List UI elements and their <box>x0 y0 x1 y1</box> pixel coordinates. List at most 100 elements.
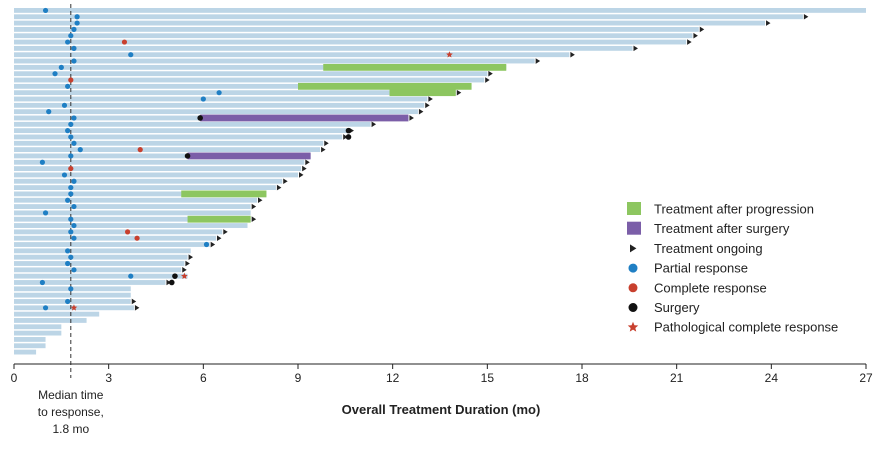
patient-bar <box>14 343 46 349</box>
legend-label: Complete response <box>654 280 767 295</box>
patient-bar <box>14 324 62 330</box>
legend-dot <box>628 283 638 293</box>
x-axis: 0 3 6 9 12 15 18 21 24 27 <box>11 363 873 385</box>
treatment-overlays <box>181 63 507 223</box>
x-tick-label: 24 <box>765 371 779 385</box>
patient-bar <box>14 267 182 273</box>
ongoing-marker <box>766 20 771 26</box>
ongoing-marker <box>210 241 216 248</box>
patient-bar <box>14 147 321 153</box>
patient-bar <box>14 349 37 355</box>
surgery-marker <box>184 153 191 159</box>
patient-bar <box>14 90 456 96</box>
patient-bar <box>14 26 699 32</box>
patient-bar <box>14 178 283 184</box>
patient-bar <box>14 248 191 254</box>
event-markers <box>39 7 809 311</box>
partial-response-marker <box>42 7 49 14</box>
patient-bar <box>14 39 687 45</box>
patient-bar <box>14 273 188 279</box>
median-label-line: Median time <box>38 388 104 402</box>
partial-response-marker <box>65 197 71 203</box>
patient-bar <box>14 261 185 266</box>
x-tick-label: 3 <box>105 371 112 385</box>
patient-bar <box>14 52 570 58</box>
ongoing-marker <box>699 26 705 33</box>
patient-bar <box>14 191 267 197</box>
x-axis-label: Overall Treatment Duration (mo) <box>342 402 541 417</box>
patient-bar <box>14 299 131 304</box>
ongoing-marker <box>693 32 698 39</box>
patient-bar <box>14 337 46 342</box>
pathological-complete-response-marker <box>181 272 188 279</box>
partial-response-marker <box>65 83 71 89</box>
patient-bar <box>14 280 166 285</box>
patient-bar <box>14 14 803 20</box>
patient-bar <box>14 83 472 89</box>
patient-bar <box>14 128 349 134</box>
legend-item: Treatment after progression <box>627 202 814 217</box>
ongoing-marker <box>371 121 377 128</box>
ongoing-marker <box>299 172 304 178</box>
patient-bar <box>14 254 188 260</box>
partial-response-marker <box>128 273 134 279</box>
partial-response-marker <box>42 210 49 216</box>
patient-bar <box>14 242 210 247</box>
patient-bar <box>14 166 302 172</box>
legend-label: Treatment after surgery <box>654 221 790 236</box>
median-label-line: 1.8 mo <box>52 422 89 436</box>
patient-bar <box>14 140 324 146</box>
patient-bar <box>14 8 866 13</box>
patient-bar <box>14 153 311 159</box>
ongoing-marker <box>188 254 194 260</box>
partial-response-marker <box>71 45 77 51</box>
post-surgery-segment <box>187 152 311 160</box>
ongoing-marker <box>485 77 490 83</box>
patient-bar <box>14 185 276 190</box>
partial-response-marker <box>71 26 77 32</box>
partial-response-marker <box>58 64 64 70</box>
patient-bar <box>14 292 131 298</box>
ongoing-marker <box>324 140 329 147</box>
surgery-marker <box>168 279 175 286</box>
patient-bar <box>14 172 298 178</box>
progression-segment <box>323 63 507 71</box>
legend-label: Surgery <box>654 300 700 315</box>
patient-bar <box>14 235 216 241</box>
legend-label: Treatment ongoing <box>654 241 763 256</box>
patient-bar <box>14 64 507 70</box>
patient-bar <box>14 102 425 108</box>
patient-bar <box>14 121 371 127</box>
partial-response-marker <box>68 33 74 39</box>
partial-response-marker <box>77 147 83 153</box>
complete-response-marker <box>137 147 143 153</box>
ongoing-marker <box>570 51 575 58</box>
patient-bar <box>14 210 251 216</box>
partial-response-marker <box>200 96 206 102</box>
patient-bar <box>14 71 488 77</box>
ongoing-marker <box>216 235 222 241</box>
partial-response-marker <box>65 39 71 45</box>
partial-response-marker <box>74 20 80 26</box>
patient-bar <box>14 96 428 102</box>
patient-bar <box>14 109 418 115</box>
progression-segment <box>298 82 472 90</box>
median-label-line: to response, <box>38 405 104 419</box>
legend-item: Complete response <box>628 280 767 295</box>
ongoing-marker <box>488 70 493 77</box>
legend-label: Partial response <box>654 261 748 276</box>
partial-response-marker <box>71 267 77 273</box>
x-tick-label: 27 <box>859 371 873 385</box>
partial-response-marker <box>39 159 46 165</box>
partial-response-marker <box>203 241 210 248</box>
post-surgery-segment <box>200 114 409 122</box>
partial-response-marker <box>65 248 71 254</box>
patient-bar <box>14 204 251 209</box>
patient-bar <box>14 197 257 203</box>
progression-segment <box>181 190 267 198</box>
partial-response-marker <box>71 235 77 241</box>
patient-bar <box>14 223 248 228</box>
patient-bar <box>14 330 62 336</box>
progression-segment <box>389 89 456 97</box>
x-tick-label: 0 <box>11 371 18 385</box>
